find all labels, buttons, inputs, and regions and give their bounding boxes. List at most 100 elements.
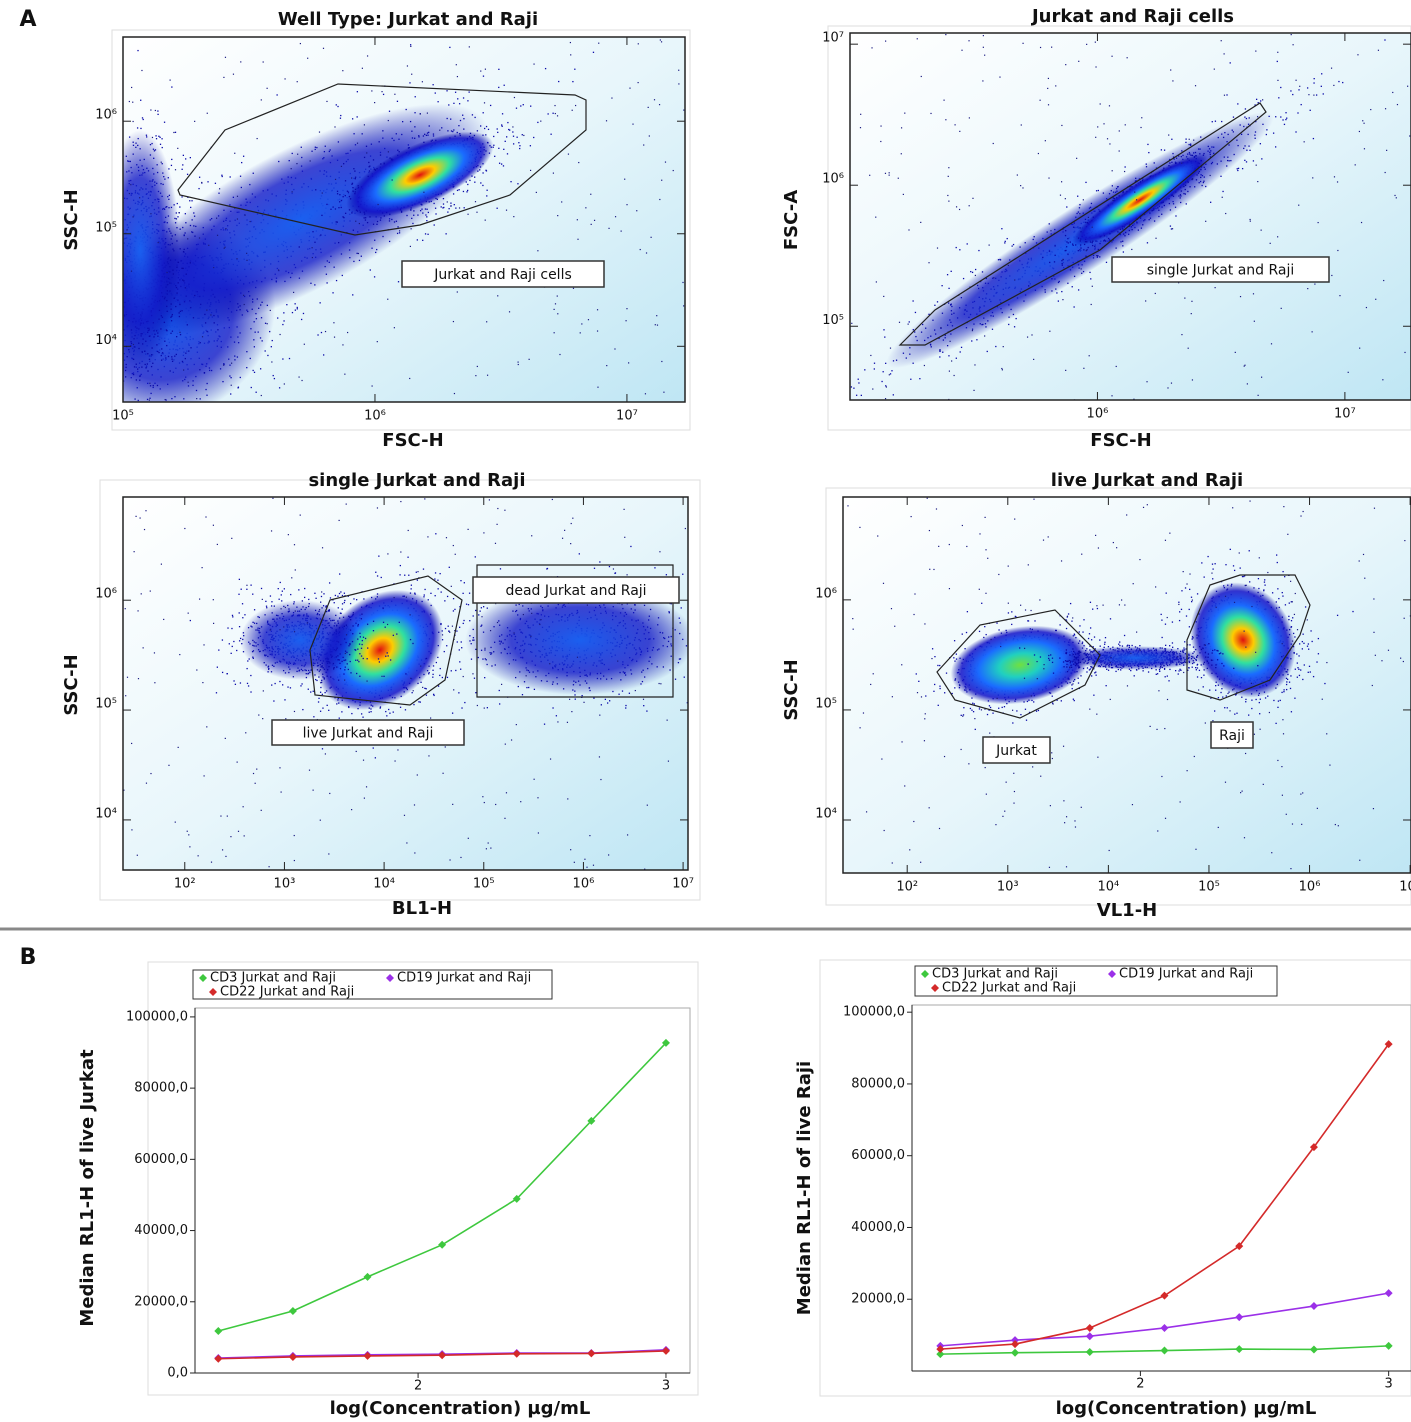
event-dot	[480, 182, 482, 184]
event-dot	[968, 117, 970, 119]
event-dot	[1143, 213, 1146, 216]
event-dot	[1008, 323, 1010, 326]
event-dot	[984, 54, 986, 56]
event-dot	[194, 235, 196, 237]
event-dot	[340, 114, 342, 117]
event-dot	[1117, 231, 1119, 233]
event-dot	[936, 247, 939, 249]
event-dot	[1375, 298, 1377, 300]
event-dot	[1124, 166, 1126, 168]
event-dot	[127, 437, 128, 438]
event-dot	[628, 362, 630, 364]
event-dot	[1192, 178, 1194, 180]
event-dot	[151, 136, 154, 139]
event-dot	[510, 181, 512, 183]
event-dot	[369, 165, 371, 167]
event-dot	[1363, 122, 1365, 124]
event-dot	[188, 350, 190, 352]
y-tick-label: 10⁵	[95, 220, 117, 235]
plot-area	[811, 33, 1411, 400]
event-dot	[939, 356, 941, 358]
event-dot	[157, 110, 159, 112]
event-dot	[535, 191, 537, 194]
event-dot	[406, 65, 409, 67]
event-dot	[444, 627, 447, 630]
event-dot	[1276, 60, 1278, 63]
event-dot	[1237, 144, 1239, 147]
event-dot	[1064, 249, 1066, 252]
event-dot	[1026, 336, 1029, 338]
event-dot	[339, 117, 342, 119]
event-dot	[156, 384, 159, 387]
event-dot	[486, 189, 488, 191]
event-dot	[592, 51, 595, 53]
event-dot	[520, 105, 522, 107]
event-dot	[358, 222, 360, 225]
event-dot	[424, 208, 427, 210]
gate-label-box	[1111, 256, 1330, 283]
event-dot	[446, 201, 448, 203]
event-dot	[517, 183, 519, 185]
event-dot	[1022, 42, 1024, 44]
event-dot	[1136, 222, 1138, 224]
event-dot	[951, 360, 953, 362]
event-dot	[52, 358, 53, 359]
event-dot	[175, 353, 177, 356]
event-dot	[181, 168, 183, 170]
event-dot	[421, 81, 423, 83]
plot-frame	[849, 32, 1411, 401]
event-dot	[1094, 245, 1096, 248]
event-dot	[334, 126, 336, 128]
event-dot	[35, 296, 36, 297]
event-dot	[260, 99, 262, 101]
event-dot	[948, 355, 950, 357]
event-dot	[1404, 351, 1406, 354]
event-dot	[1179, 194, 1182, 196]
event-dot	[946, 274, 949, 276]
event-dot	[661, 179, 663, 181]
event-dot	[999, 76, 1001, 78]
event-dot	[311, 256, 313, 259]
event-dot	[184, 287, 187, 289]
event-dot	[1142, 224, 1144, 226]
event-dot	[244, 214, 246, 216]
event-dot	[326, 704, 328, 707]
event-dot	[445, 233, 447, 235]
event-dot	[208, 244, 210, 246]
event-dot	[811, 394, 812, 395]
event-dot	[93, 385, 94, 386]
event-dot	[1065, 249, 1067, 252]
event-dot	[221, 175, 223, 178]
event-dot	[302, 312, 305, 315]
event-dot	[1020, 185, 1022, 187]
event-dot	[450, 205, 452, 207]
event-dot	[394, 93, 396, 95]
event-dot	[59, 315, 60, 316]
event-dot	[439, 129, 441, 131]
event-dot	[853, 387, 855, 389]
event-dot	[234, 152, 236, 154]
event-dot	[597, 386, 599, 388]
event-dot	[356, 142, 359, 144]
event-dot	[487, 128, 490, 131]
event-dot	[590, 223, 592, 225]
event-dot	[102, 303, 103, 304]
event-dot	[1129, 186, 1131, 188]
event-dot	[326, 100, 328, 103]
event-dot	[1358, 130, 1361, 133]
event-dot	[1189, 186, 1191, 188]
event-dot	[388, 220, 391, 222]
event-dot	[1123, 170, 1126, 173]
event-dot	[625, 320, 627, 322]
event-dot	[368, 161, 370, 164]
event-dot	[284, 78, 286, 80]
event-dot	[1290, 90, 1292, 92]
event-dot	[883, 329, 885, 331]
event-dot	[1237, 169, 1239, 172]
event-dot	[1394, 194, 1396, 197]
event-dot	[414, 96, 416, 98]
event-dot	[182, 267, 184, 270]
event-dot	[1243, 365, 1245, 367]
event-dot	[1382, 379, 1384, 381]
event-dot	[1091, 242, 1093, 244]
